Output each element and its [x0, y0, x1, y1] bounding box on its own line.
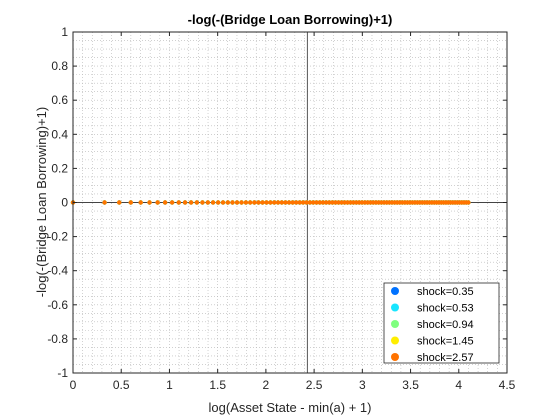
data-point — [290, 200, 295, 205]
data-point — [210, 200, 216, 205]
y-tick-label: -0.2 — [47, 230, 68, 244]
legend-label: shock=1.45 — [417, 336, 474, 348]
y-axis-label: -log(-(Bridge Loan Borrowing)+1) — [34, 107, 49, 297]
data-point — [307, 200, 313, 205]
y-tick-label: 0.2 — [51, 161, 68, 175]
data-point — [336, 200, 341, 205]
x-tick-labels: 0 0.5 1 1.5 2 2.5 3 3.5 4 4.5 — [70, 378, 516, 392]
legend-marker — [391, 287, 399, 295]
data-point — [169, 200, 175, 205]
data-point — [466, 200, 471, 205]
data-point — [176, 200, 181, 205]
y-tick-label: -0.8 — [47, 332, 68, 346]
y-tick-label: -0.6 — [47, 298, 68, 312]
y-tick-label: 0 — [61, 196, 68, 210]
legend-marker — [391, 336, 399, 345]
x-tick-label: 2 — [263, 378, 270, 392]
legend-label: shock=0.35 — [417, 286, 474, 298]
x-tick-label: 2.5 — [306, 378, 323, 392]
data-point — [239, 200, 244, 205]
legend: shock=0.35 shock=0.53 shock=0.94 shock=1.45… — [383, 282, 500, 364]
data-point — [243, 200, 249, 205]
x-tick-label: 4.5 — [499, 378, 516, 392]
data-point — [272, 200, 277, 205]
data-point — [220, 200, 226, 205]
axis-ticks — [72, 31, 508, 374]
data-point — [117, 200, 122, 205]
data-point — [247, 200, 253, 205]
y-tick-label: 0.8 — [51, 59, 68, 73]
data-point — [155, 200, 160, 205]
x-tick-label: 3 — [359, 378, 366, 392]
legend-label: shock=2.57 — [417, 352, 474, 364]
y-tick-label: 0.6 — [51, 93, 68, 107]
data-point — [320, 200, 326, 205]
data-point — [300, 200, 306, 205]
data-point — [294, 200, 299, 205]
data-point — [230, 200, 235, 205]
legend-marker — [391, 303, 399, 312]
grid — [73, 32, 507, 373]
data-point — [314, 200, 319, 205]
data-point — [102, 200, 107, 205]
data-point — [275, 200, 281, 205]
legend-label: shock=0.94 — [417, 319, 474, 331]
data-point — [194, 200, 200, 205]
data-point — [323, 200, 329, 205]
data-points — [70, 200, 471, 205]
data-point — [268, 200, 273, 205]
x-tick-label: 0.5 — [113, 378, 130, 392]
data-point — [182, 200, 188, 205]
data-point — [286, 200, 292, 205]
data-point — [225, 200, 231, 205]
data-point — [147, 200, 152, 205]
data-point — [256, 200, 261, 205]
legend-label: shock=0.53 — [417, 303, 474, 315]
data-point — [264, 200, 269, 205]
data-point — [128, 200, 133, 205]
chart-title: -log(-(Bridge Loan Borrowing)+1) — [188, 12, 393, 27]
data-point — [279, 200, 284, 205]
data-point — [205, 200, 211, 205]
legend-marker — [391, 320, 399, 328]
data-point — [283, 200, 288, 205]
x-tick-label: 1.5 — [209, 378, 226, 392]
y-tick-label: 1 — [61, 25, 68, 39]
data-point — [304, 200, 309, 205]
x-tick-label: 4 — [455, 378, 462, 392]
data-point — [311, 200, 316, 205]
data-point — [138, 200, 143, 205]
data-point — [200, 200, 205, 205]
data-point — [297, 200, 302, 205]
y-tick-label: 0.4 — [51, 127, 68, 141]
x-tick-label: 3.5 — [402, 378, 419, 392]
x-tick-label: 0 — [70, 378, 77, 392]
data-point — [333, 200, 338, 205]
legend-box — [383, 282, 500, 364]
y-tick-labels: 1 0.8 0.6 0.4 0.2 0 -0.2 -0.4 -0.6 -0.8 -1 — [47, 25, 68, 380]
data-point — [327, 200, 332, 205]
data-point — [234, 200, 240, 205]
data-point — [330, 200, 335, 205]
data-point — [215, 200, 221, 205]
data-point — [260, 200, 265, 205]
x-tick-label: 1 — [166, 378, 173, 392]
data-point — [162, 200, 168, 205]
y-tick-label: -0.4 — [47, 264, 68, 278]
data-point — [252, 200, 257, 205]
data-point — [188, 200, 194, 205]
y-tick-label: -1 — [57, 366, 68, 380]
legend-marker — [391, 353, 399, 361]
data-point — [317, 200, 322, 205]
x-axis-label: log(Asset State - min(a) + 1) — [209, 400, 372, 415]
